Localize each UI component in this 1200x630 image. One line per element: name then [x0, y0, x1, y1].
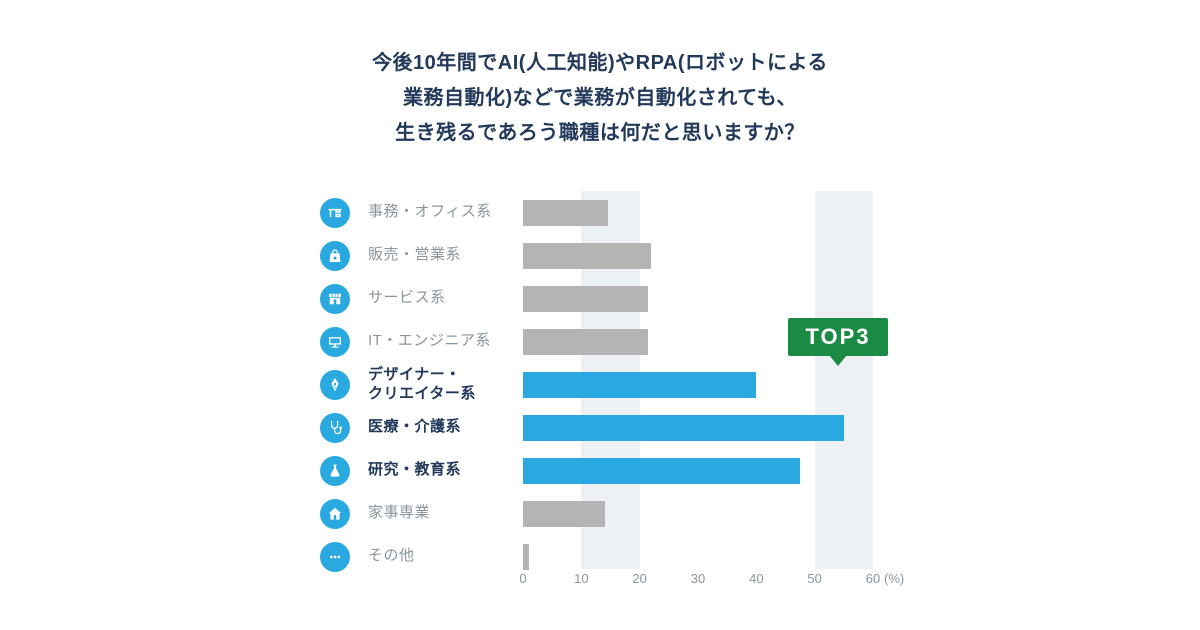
category-label: 家事専業 [368, 504, 431, 522]
x-tick-label: 30 [690, 571, 706, 586]
bar [523, 543, 529, 570]
ellipsis-icon [320, 541, 350, 572]
bar [523, 500, 605, 527]
x-tick-label: 20 [632, 571, 647, 586]
x-tick-label: 10 [574, 571, 589, 586]
bar-chart-rows: 事務・オフィス系 販売・営業系 サービス系 IT・エンジニア系 デザイナー・ ク… [320, 191, 873, 578]
chart-row: デザイナー・ クリエイター系 [320, 363, 873, 406]
bar-track [523, 199, 873, 226]
bar [523, 242, 652, 269]
category-label: 研究・教育系 [368, 461, 462, 479]
category-label: IT・エンジニア系 [368, 332, 491, 350]
house-icon [320, 498, 350, 529]
pen-nib-icon [320, 369, 350, 400]
monitor-icon [320, 326, 350, 357]
bar [523, 199, 608, 226]
stethoscope-icon [320, 412, 350, 443]
bar [523, 328, 649, 355]
x-tick-label: 0 [519, 571, 527, 586]
bar-track [523, 371, 873, 398]
bar [523, 414, 844, 441]
category-label: サービス系 [368, 289, 446, 307]
chart-row: IT・エンジニア系 [320, 320, 873, 363]
storefront-icon [320, 283, 350, 314]
bar [523, 285, 649, 312]
chart-row: 医療・介護系 [320, 406, 873, 449]
x-tick-label: 60 [865, 571, 881, 586]
x-tick-label: 40 [749, 571, 764, 586]
bar-track [523, 457, 873, 484]
chart-row: サービス系 [320, 277, 873, 320]
category-label: 医療・介護系 [368, 418, 462, 436]
bar-track [523, 328, 873, 355]
top3-badge-label: TOP3 [805, 324, 871, 349]
chart-title-line-3: 生き残るであろう職種は何だと思いますか？ [395, 122, 805, 144]
chart-title: 今後10年間でAI(人工知能)やRPA(ロボットによる 業務自動化)などで業務が… [0, 46, 1200, 151]
chart-title-line-1: 今後10年間でAI(人工知能)やRPA(ロボットによる [372, 52, 828, 74]
chart-row: 研究・教育系 [320, 449, 873, 492]
chart-row: その他 [320, 535, 873, 578]
category-label: その他 [368, 547, 415, 565]
chart-row: 事務・オフィス系 [320, 191, 873, 234]
top3-badge: TOP3 [788, 318, 888, 366]
x-axis: 0 10 20 30 40 50 60 (%) [519, 571, 904, 589]
shopping-bag-icon [320, 240, 350, 271]
category-label: 販売・営業系 [368, 246, 462, 264]
bar [523, 371, 757, 398]
bar-track [523, 543, 873, 570]
bar-track [523, 414, 873, 441]
top3-badge-pointer [829, 355, 847, 366]
bar-track [523, 285, 873, 312]
bar-track [523, 500, 873, 527]
background-band [814, 191, 873, 569]
category-label: 事務・オフィス系 [368, 203, 492, 221]
flask-icon [320, 455, 350, 486]
bar-track [523, 242, 873, 269]
category-label: デザイナー・ クリエイター系 [368, 365, 476, 402]
chart-title-line-2: 業務自動化)などで業務が自動化されても、 [402, 87, 798, 109]
chart-row: 家事専業 [320, 492, 873, 535]
desk-icon [320, 197, 350, 228]
bar [523, 457, 801, 484]
chart-row: 販売・営業系 [320, 234, 873, 277]
axis-unit-label: (%) [884, 571, 905, 586]
top3-badge-box: TOP3 [788, 318, 888, 356]
x-tick-label: 50 [807, 571, 822, 586]
